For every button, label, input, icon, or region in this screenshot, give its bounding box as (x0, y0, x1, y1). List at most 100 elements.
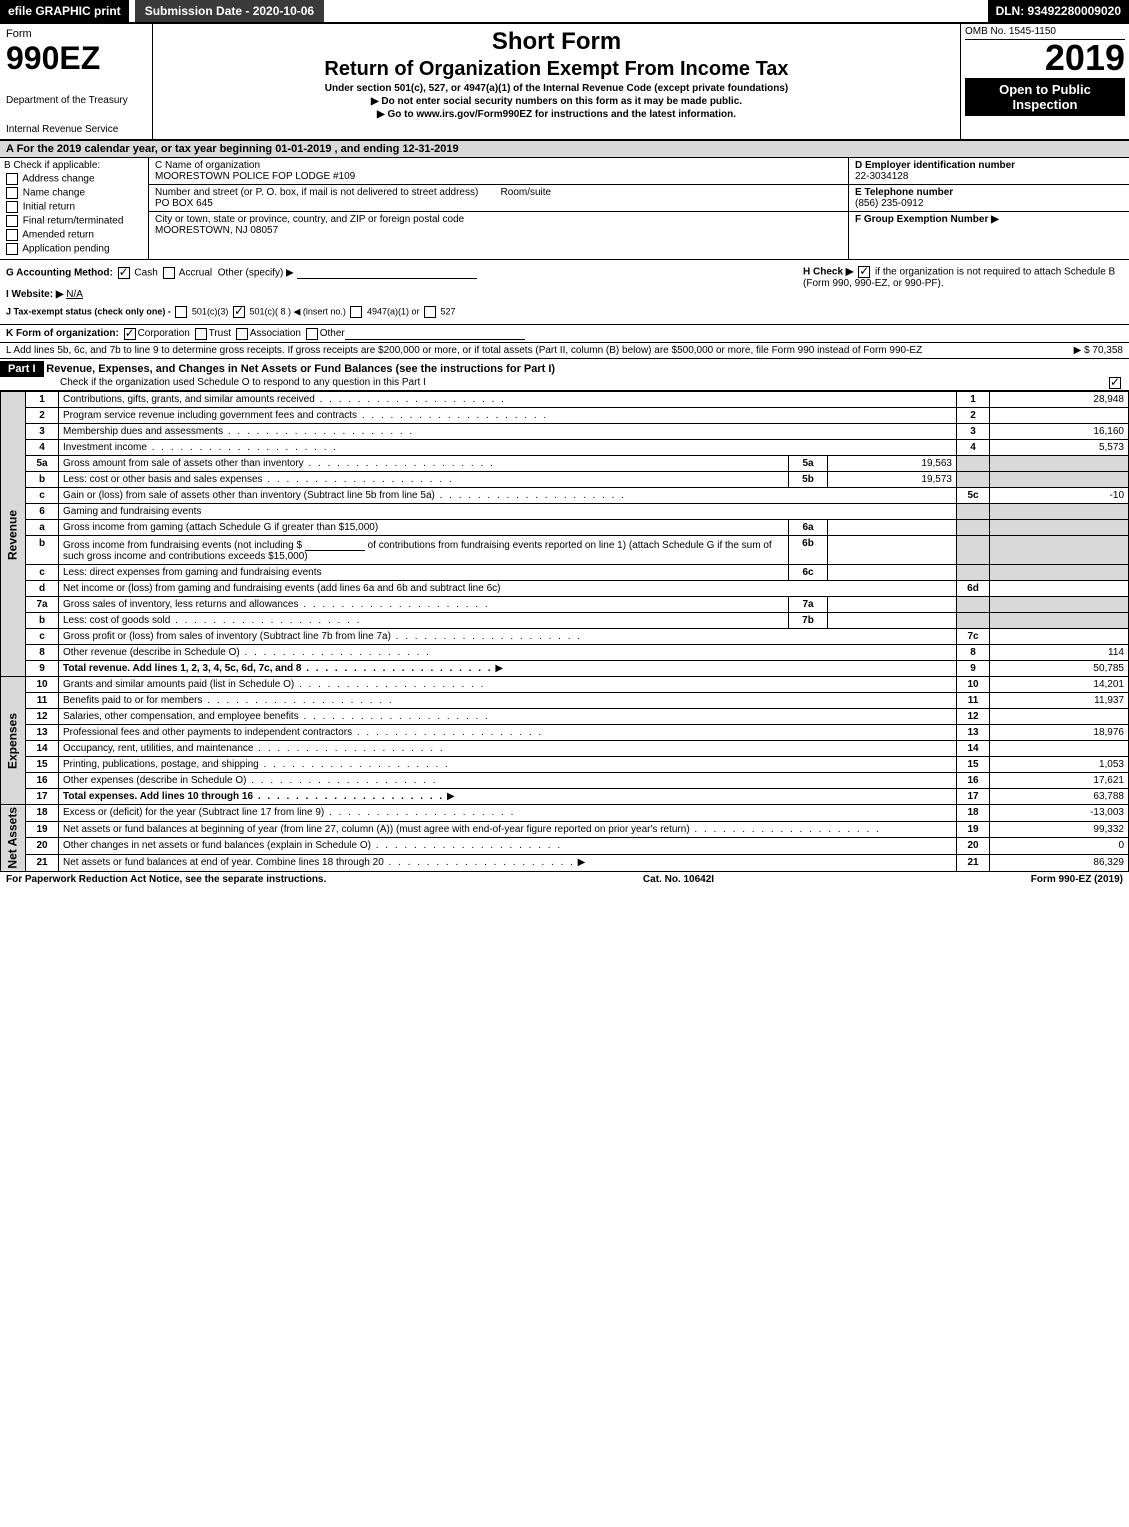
k-other-field[interactable] (345, 327, 525, 340)
sub-label: 6c (789, 565, 828, 581)
period-row: A For the 2019 calendar year, or tax yea… (0, 141, 1129, 158)
table-row: a Gross income from gaming (attach Sched… (1, 520, 1129, 536)
k-corp-check[interactable] (124, 328, 136, 340)
line-amount: -10 (990, 488, 1129, 504)
org-info-section: B Check if applicable: Address change Na… (0, 158, 1129, 260)
org-name: MOORESTOWN POLICE FOP LODGE #109 (155, 171, 355, 182)
table-row: b Less: cost of goods sold 7b (1, 613, 1129, 629)
b-label: B Check if applicable: (4, 160, 144, 171)
table-row: d Net income or (loss) from gaming and f… (1, 581, 1129, 597)
l-amount: ▶ $ 70,358 (1074, 345, 1123, 356)
line-no: 4 (26, 440, 59, 456)
line-no: 8 (26, 645, 59, 661)
line-no: b (26, 613, 59, 629)
line-no: 9 (26, 661, 59, 677)
part1-title: Revenue, Expenses, and Changes in Net As… (46, 363, 555, 375)
other-method-field[interactable] (297, 266, 477, 279)
line-num: 5c (957, 488, 990, 504)
shaded-cell (957, 597, 990, 613)
line-desc: Net assets or fund balances at beginning… (59, 821, 957, 838)
line-num: 11 (957, 693, 990, 709)
initial-return-check[interactable]: Initial return (4, 201, 144, 213)
line-desc: Gain or (loss) from sale of assets other… (59, 488, 957, 504)
accrual-check[interactable] (163, 267, 175, 279)
line-desc: Net income or (loss) from gaming and fun… (59, 581, 957, 597)
g-label: G Accounting Method: (6, 268, 113, 279)
h-check[interactable] (858, 266, 870, 278)
addr-change-check[interactable]: Address change (4, 173, 144, 185)
amended-return-check[interactable]: Amended return (4, 229, 144, 241)
line-no: c (26, 565, 59, 581)
line-desc: Printing, publications, postage, and shi… (59, 757, 957, 773)
line-num: 13 (957, 725, 990, 741)
shaded-cell (957, 472, 990, 488)
table-row: 8 Other revenue (describe in Schedule O)… (1, 645, 1129, 661)
submission-date-button[interactable]: Submission Date - 2020-10-06 (135, 0, 324, 22)
part1-schedule-o-check[interactable] (1109, 377, 1121, 389)
line-desc: Salaries, other compensation, and employ… (59, 709, 957, 725)
k-other-check[interactable] (306, 328, 318, 340)
line-desc: Gaming and fundraising events (59, 504, 957, 520)
goto-link[interactable]: ▶ Go to www.irs.gov/Form990EZ for instru… (163, 109, 950, 120)
line-desc: Net assets or fund balances at end of ye… (59, 854, 957, 871)
accrual-label: Accrual (179, 268, 212, 279)
line-no: 20 (26, 838, 59, 855)
other-method-label: Other (specify) ▶ (218, 268, 294, 279)
k-assoc-check[interactable] (236, 328, 248, 340)
j-4947-label: 4947(a)(1) or (367, 306, 420, 316)
line-no: 21 (26, 854, 59, 871)
j-501c3-check[interactable] (175, 306, 187, 318)
revenue-side-label: Revenue (1, 392, 26, 677)
line-num: 3 (957, 424, 990, 440)
sub-value (828, 613, 957, 629)
city-value: MOORESTOWN, NJ 08057 (155, 225, 278, 236)
name-change-check[interactable]: Name change (4, 187, 144, 199)
right-info-column: D Employer identification number 22-3034… (849, 158, 1129, 259)
sub-value (828, 597, 957, 613)
k-label: K Form of organization: (6, 328, 119, 339)
line-desc: Other expenses (describe in Schedule O) (59, 773, 957, 789)
shaded-cell (990, 597, 1129, 613)
line-no: 3 (26, 424, 59, 440)
efile-print-button[interactable]: efile GRAPHIC print (0, 0, 129, 22)
shaded-cell (957, 613, 990, 629)
j-527-check[interactable] (424, 306, 436, 318)
table-row: 13 Professional fees and other payments … (1, 725, 1129, 741)
application-pending-check[interactable]: Application pending (4, 243, 144, 255)
line-no: 17 (26, 789, 59, 805)
shaded-cell (990, 613, 1129, 629)
org-name-cell: C Name of organization MOORESTOWN POLICE… (149, 158, 848, 185)
table-row: 11 Benefits paid to or for members 11 11… (1, 693, 1129, 709)
line-desc: Program service revenue including govern… (59, 408, 957, 424)
table-row: 16 Other expenses (describe in Schedule … (1, 773, 1129, 789)
f-label: F Group Exemption Number ▶ (855, 214, 999, 225)
h-label: H Check ▶ (803, 267, 853, 278)
line-num: 19 (957, 821, 990, 838)
final-return-check[interactable]: Final return/terminated (4, 215, 144, 227)
street-label: Number and street (or P. O. box, if mail… (155, 187, 478, 198)
k-trust-check[interactable] (195, 328, 207, 340)
department-label: Department of the Treasury (6, 95, 146, 106)
shaded-cell (957, 520, 990, 536)
table-row: 7a Gross sales of inventory, less return… (1, 597, 1129, 613)
contrib-amount-field[interactable] (305, 538, 365, 551)
line-no: 15 (26, 757, 59, 773)
cash-check[interactable] (118, 267, 130, 279)
line-desc: Excess or (deficit) for the year (Subtra… (59, 805, 957, 822)
line-desc: Other changes in net assets or fund bala… (59, 838, 957, 855)
line-no: b (26, 536, 59, 565)
line-no: 18 (26, 805, 59, 822)
line-num: 18 (957, 805, 990, 822)
j-4947-check[interactable] (350, 306, 362, 318)
line-amount: 11,937 (990, 693, 1129, 709)
line-num: 21 (957, 854, 990, 871)
catalog-number: Cat. No. 10642I (643, 874, 714, 885)
line-desc: Occupancy, rent, utilities, and maintena… (59, 741, 957, 757)
line-no: 11 (26, 693, 59, 709)
table-row: 12 Salaries, other compensation, and emp… (1, 709, 1129, 725)
line-desc: Grants and similar amounts paid (list in… (59, 677, 957, 693)
line-amount: 99,332 (990, 821, 1129, 838)
j-501c-check[interactable] (233, 306, 245, 318)
line-num: 20 (957, 838, 990, 855)
k-row: K Form of organization: Corporation Trus… (0, 325, 1129, 343)
